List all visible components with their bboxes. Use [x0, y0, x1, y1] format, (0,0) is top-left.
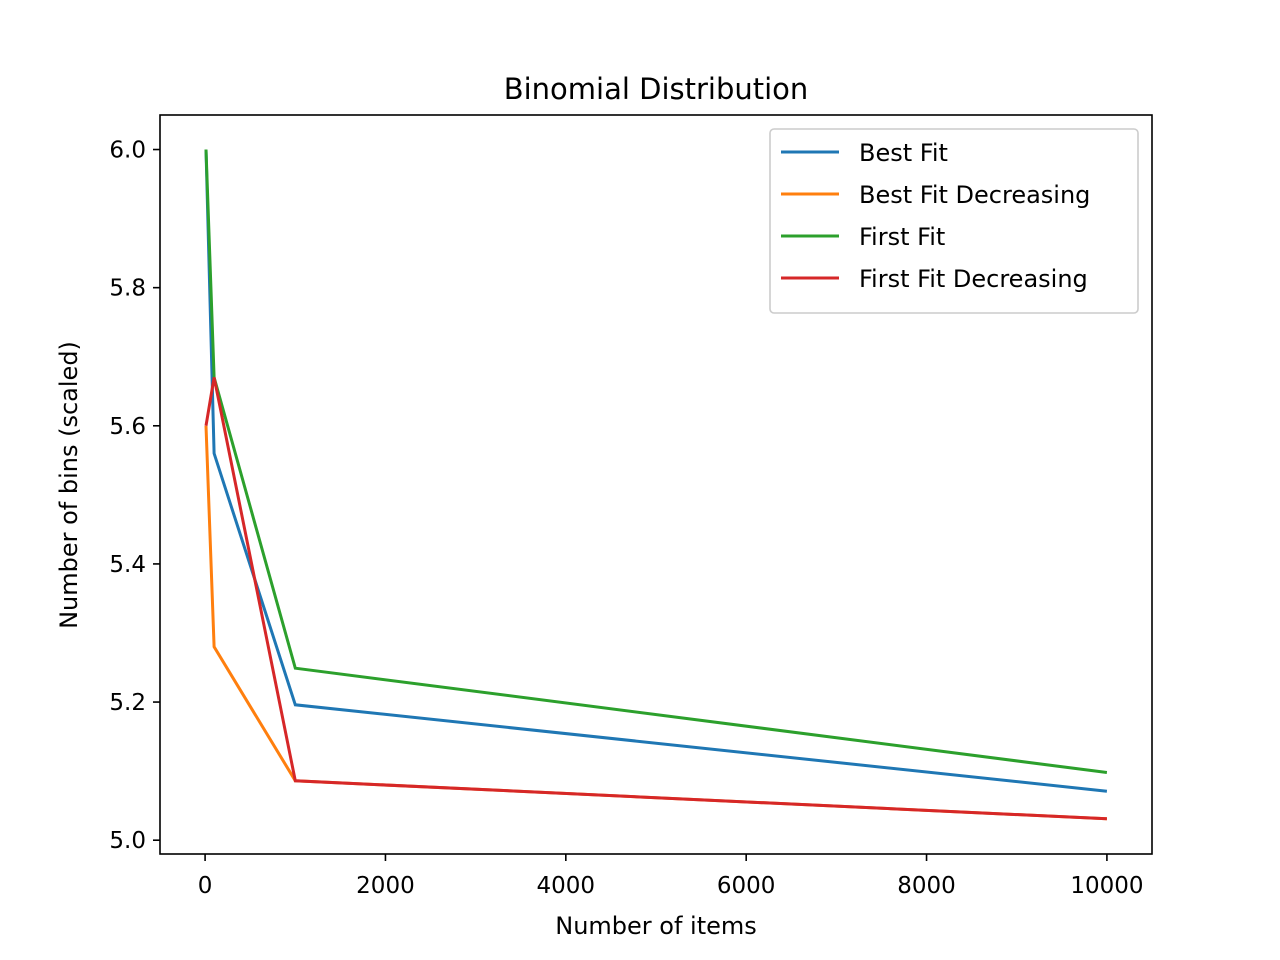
legend-label: First Fit Decreasing [859, 265, 1088, 293]
legend-label: First Fit [859, 223, 945, 251]
series-lines [204, 149, 1108, 821]
y-tick-label: 6.0 [109, 138, 146, 164]
x-tick-label: 10000 [1070, 873, 1143, 899]
y-tick-label: 5.4 [109, 552, 146, 578]
series-line-3 [204, 149, 1108, 774]
x-tick-label: 0 [198, 873, 213, 899]
x-tick-label: 8000 [897, 873, 956, 899]
x-tick-label: 6000 [717, 873, 776, 899]
legend-label: Best Fit Decreasing [859, 181, 1090, 209]
y-tick-label: 5.2 [109, 690, 146, 716]
series-line-4 [204, 377, 1107, 821]
chart-title: Binomial Distribution [504, 72, 809, 106]
y-axis-label: Number of bins (scaled) [55, 341, 83, 629]
legend: Best Fit Best Fit Decreasing First Fit Firs… [769, 128, 1139, 314]
x-axis-label: Number of items [555, 912, 757, 940]
plot-frame [159, 114, 1153, 855]
x-axis: 0 2000 4000 6000 8000 10000 [198, 854, 1143, 899]
x-tick-label: 2000 [356, 873, 415, 899]
y-tick-label: 5.8 [109, 276, 146, 302]
y-tick-label: 5.6 [109, 414, 146, 440]
x-tick-label: 4000 [537, 873, 596, 899]
legend-label: Best Fit [859, 139, 948, 167]
y-axis: 5.0 5.2 5.4 5.6 5.8 6.0 [109, 138, 160, 854]
legend-box [769, 128, 1139, 314]
y-tick-label: 5.0 [109, 828, 146, 854]
